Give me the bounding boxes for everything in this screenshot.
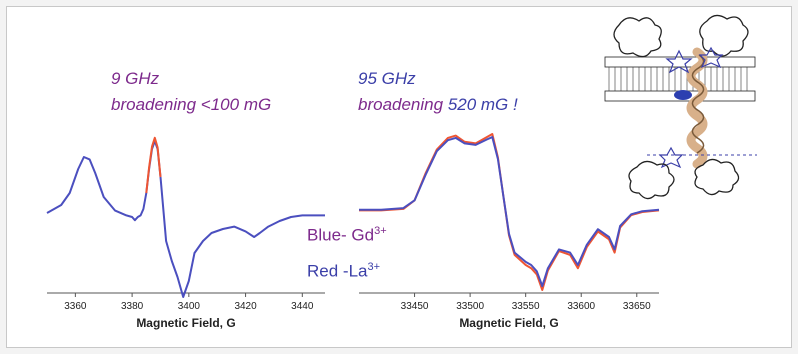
legend-blue-sup: 3+ [374, 225, 387, 237]
spectra-svg: 3360 3380 3400 3420 3440 Magnetic Field, G 33… [46, 14, 757, 330]
helix-icon [686, 47, 708, 169]
spin-label-icon [674, 90, 692, 100]
chelator-star-icon [665, 49, 693, 74]
right-broadening-label: broadening 520 mG ! [358, 95, 518, 115]
protein-blob-icon [694, 158, 740, 196]
x-tick-label: 3400 [178, 301, 201, 312]
x-tick-label: 3360 [64, 301, 87, 312]
spectrum-series-line [359, 133, 660, 291]
x-tick-label: 33500 [456, 301, 484, 312]
x-tick-label: 3420 [234, 301, 257, 312]
legend-red: Red -La3+ [307, 261, 380, 282]
spectrum-series-line [46, 140, 325, 298]
x-tick-label: 3380 [121, 301, 144, 312]
x-tick-label: 3440 [291, 301, 314, 312]
legend-blue-label: Blue- Gd [307, 225, 375, 245]
membrane-helix-schematic [604, 14, 757, 200]
helix-shadow [691, 54, 705, 154]
left-frequency-label: 9 GHz [111, 69, 160, 88]
protein-blob-icon [628, 160, 675, 200]
x-axis-title: Magnetic Field, G [459, 316, 558, 330]
x-tick-label: 33650 [623, 301, 651, 312]
right-frequency-label: 95 GHz [358, 69, 416, 88]
x-tick-label: 33600 [567, 301, 595, 312]
legend-blue: Blue- Gd3+ [307, 225, 387, 246]
spectrum-series-line [359, 136, 660, 288]
right-broadening-prefix: broadening [358, 95, 448, 114]
chelator-star-icon [698, 46, 724, 69]
spectrum-series-line [145, 136, 162, 194]
right-broadening-value: 520 mG ! [447, 95, 518, 114]
plot-9ghz: 3360 3380 3400 3420 3440 Magnetic Field, G [46, 136, 325, 330]
chelator-star-icon [658, 146, 684, 169]
figure-panel: 3360 3380 3400 3420 3440 Magnetic Field, G 33… [6, 6, 792, 348]
x-axis-title: Magnetic Field, G [136, 316, 235, 330]
legend-red-label: Red -La [307, 261, 368, 281]
protein-blob-icon [613, 17, 662, 58]
plot-95ghz: 33450 33500 33550 33600 33650 Magnetic Field,… [359, 133, 660, 330]
x-tick-label: 33450 [401, 301, 429, 312]
protein-blob-icon [699, 14, 749, 57]
legend-red-sup: 3+ [367, 261, 381, 273]
left-broadening-label: broadening <100 mG [111, 95, 272, 114]
lipid-tails [608, 67, 748, 91]
bilayer-top [604, 56, 756, 68]
x-tick-label: 33550 [512, 301, 540, 312]
